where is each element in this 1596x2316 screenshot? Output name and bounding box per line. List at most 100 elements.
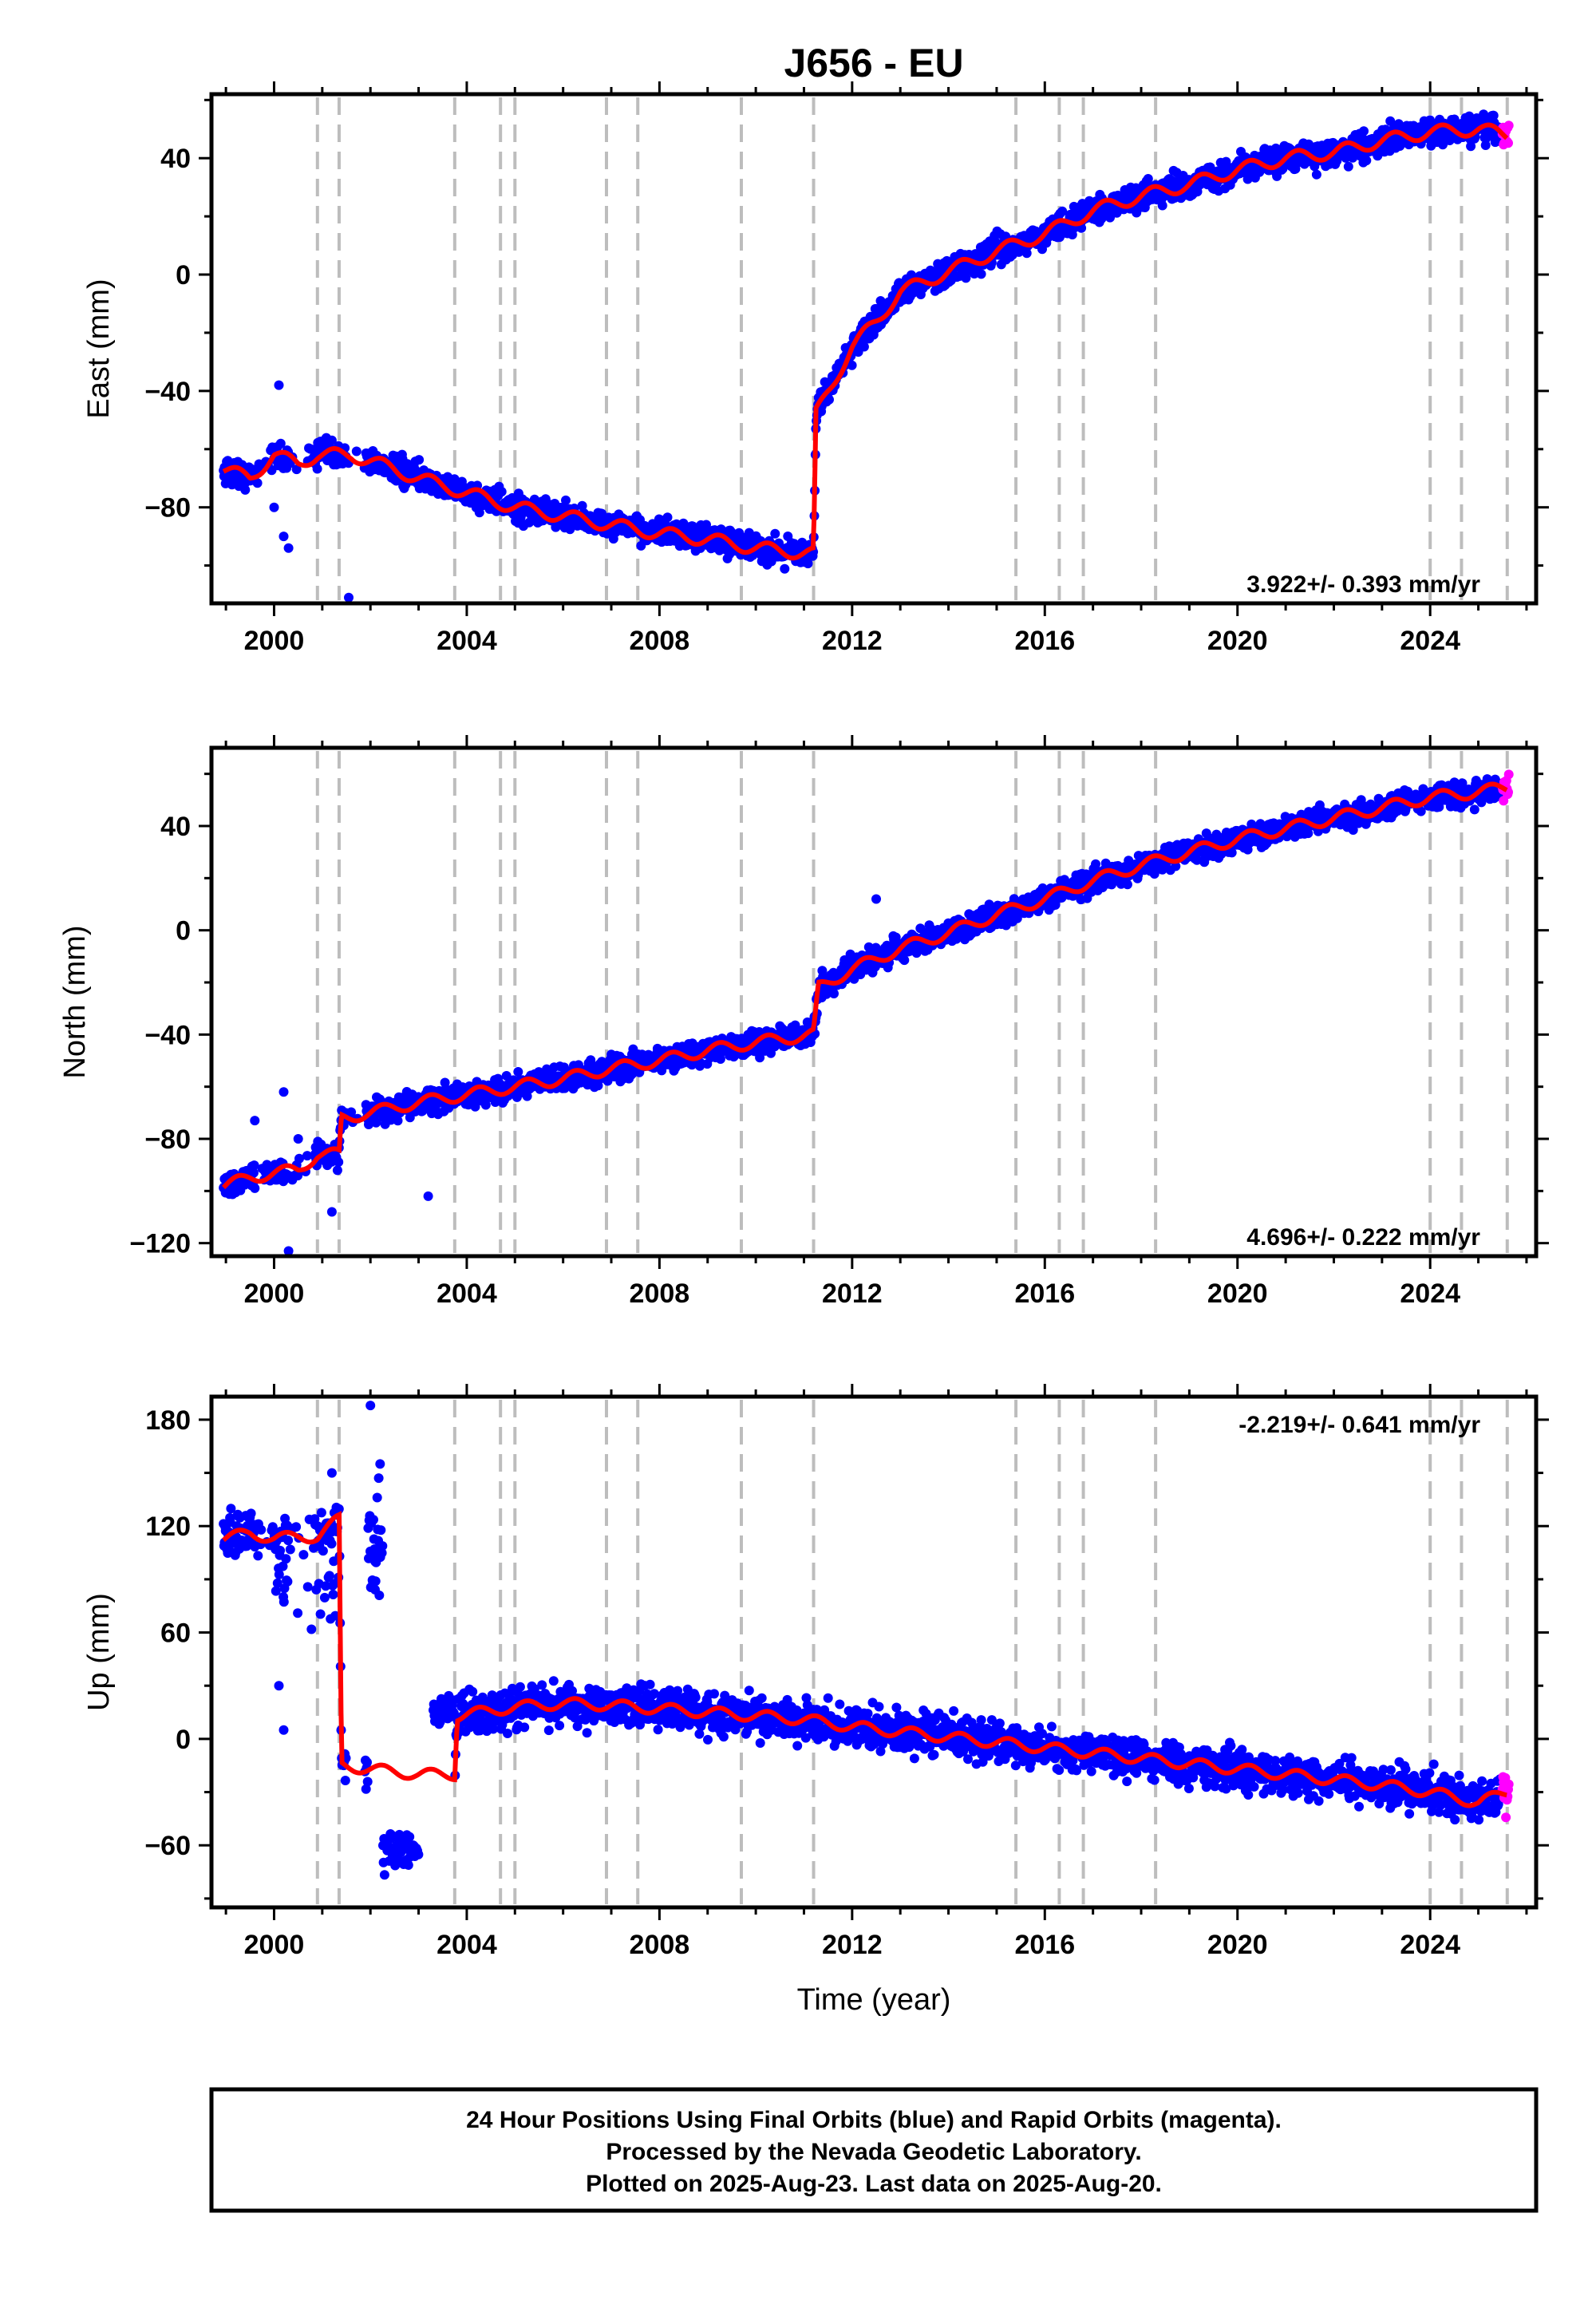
up-data-point: [281, 1554, 291, 1564]
north-data-point: [899, 955, 910, 966]
north-data-point: [248, 1168, 259, 1178]
north-y-tick-label: −120: [129, 1229, 191, 1259]
north-x-tick-label: 2004: [437, 1279, 497, 1309]
east-rapid-point: [1503, 138, 1513, 148]
north-x-tick-label: 2024: [1400, 1279, 1460, 1309]
east-outlier-point: [326, 435, 337, 445]
east-x-tick-label: 2024: [1400, 626, 1460, 656]
east-data-point: [529, 494, 539, 504]
east-data-point: [859, 342, 869, 352]
north-outlier-point: [871, 894, 881, 904]
east-data-point: [1466, 141, 1476, 152]
east-y-tick-label: 0: [176, 260, 191, 290]
east-outlier-point: [283, 543, 294, 553]
north-x-tick-label: 2012: [822, 1279, 883, 1309]
north-x-tick-label: 2016: [1014, 1279, 1075, 1309]
north-y-axis-label: North (mm): [58, 925, 92, 1078]
north-data-point: [249, 1160, 259, 1171]
up-data-point: [291, 1522, 302, 1532]
east-data-point: [351, 446, 361, 456]
east-data-point: [1157, 200, 1167, 211]
east-y-tick-label: 40: [160, 144, 191, 174]
east-data-point: [275, 438, 286, 449]
north-outlier-point: [250, 1116, 260, 1126]
north-outlier-point: [293, 1134, 303, 1144]
east-outlier-point: [269, 502, 279, 512]
north-data-point: [1122, 879, 1132, 890]
north-data-point: [1469, 804, 1479, 815]
north-y-tick-label: −80: [144, 1124, 191, 1155]
east-data-point: [312, 464, 322, 474]
east-data-point: [240, 484, 251, 495]
up-data-point: [279, 1597, 289, 1607]
east-data-point: [824, 394, 834, 405]
east-data-point: [770, 528, 780, 539]
east-data-point: [875, 296, 886, 306]
east-x-tick-label: 2020: [1207, 626, 1268, 656]
east-x-tick-label: 2016: [1014, 626, 1075, 656]
north-data-point: [250, 1183, 260, 1193]
east-data-point: [1479, 109, 1489, 120]
east-data-point: [1480, 140, 1491, 150]
east-x-tick-label: 2000: [244, 626, 305, 656]
north-data-point: [829, 989, 839, 998]
east-data-point: [1057, 206, 1068, 216]
east-data-point: [1464, 111, 1475, 121]
east-outlier-point: [279, 532, 289, 542]
east-data-point: [474, 508, 484, 518]
up-data-point: [271, 1586, 281, 1596]
east-plot-frame: [209, 92, 1539, 606]
north-outlier-point: [326, 1207, 337, 1217]
east-data-point: [701, 520, 711, 530]
east-y-tick-label: −80: [144, 493, 191, 524]
north-outlier-point: [423, 1191, 433, 1201]
chart-title: J656 - EU: [784, 41, 963, 85]
up-data-point: [293, 1608, 303, 1618]
up-data-point: [282, 1576, 293, 1587]
east-y-axis-label: East (mm): [82, 279, 116, 418]
up-data-point: [285, 1544, 295, 1555]
east-model-line: [222, 122, 1509, 561]
north-data-point: [513, 1067, 523, 1077]
east-rapid-point: [1503, 121, 1514, 131]
up-data-point: [298, 1550, 309, 1560]
east-panel: 2000 2004 2008 2012 2016 2020 2024 −80 −40 0 40 Ea…: [82, 81, 1549, 656]
east-data-point: [1488, 110, 1499, 121]
east-data-point: [1359, 126, 1369, 136]
up-data-point: [246, 1508, 256, 1519]
north-data-point: [334, 1157, 344, 1168]
north-y-tick-label: 40: [160, 812, 191, 842]
east-data-point: [496, 487, 507, 497]
east-data-point: [1361, 156, 1372, 166]
east-data-point: [780, 563, 790, 574]
east-x-tick-label: 2004: [437, 626, 497, 656]
east-x-tick-label: 2012: [822, 626, 883, 656]
east-data-point: [1311, 169, 1321, 180]
north-y-tick-label: −40: [144, 1020, 191, 1050]
up-data-point: [275, 1545, 286, 1555]
east-data-point: [1143, 174, 1153, 184]
north-y-tick-label: 0: [176, 916, 191, 947]
north-x-tick-label: 2020: [1207, 1279, 1268, 1309]
east-data-point: [803, 559, 813, 569]
up-data-point: [256, 1524, 267, 1535]
east-y-tick-label: −40: [144, 377, 191, 407]
east-data-point: [662, 512, 673, 523]
east-data-point: [561, 495, 571, 505]
north-outlier-point: [279, 1087, 289, 1097]
east-outlier-point: [344, 592, 354, 603]
east-data-point: [797, 537, 808, 547]
east-data-point: [961, 273, 971, 283]
east-data-point: [252, 478, 263, 488]
up-data-point: [253, 1551, 263, 1561]
east-data-point: [414, 455, 425, 465]
north-panel: 2000 2004 2008 2012 2016 2020 2024−120−80−4004…: [58, 735, 1549, 1309]
north-rapid-point: [1503, 769, 1514, 780]
east-data-point: [291, 464, 302, 475]
east-outlier-point: [274, 380, 284, 390]
east-data-point: [976, 269, 986, 279]
east-x-tick-label: 2008: [630, 626, 690, 656]
east-data-point: [1343, 161, 1353, 172]
